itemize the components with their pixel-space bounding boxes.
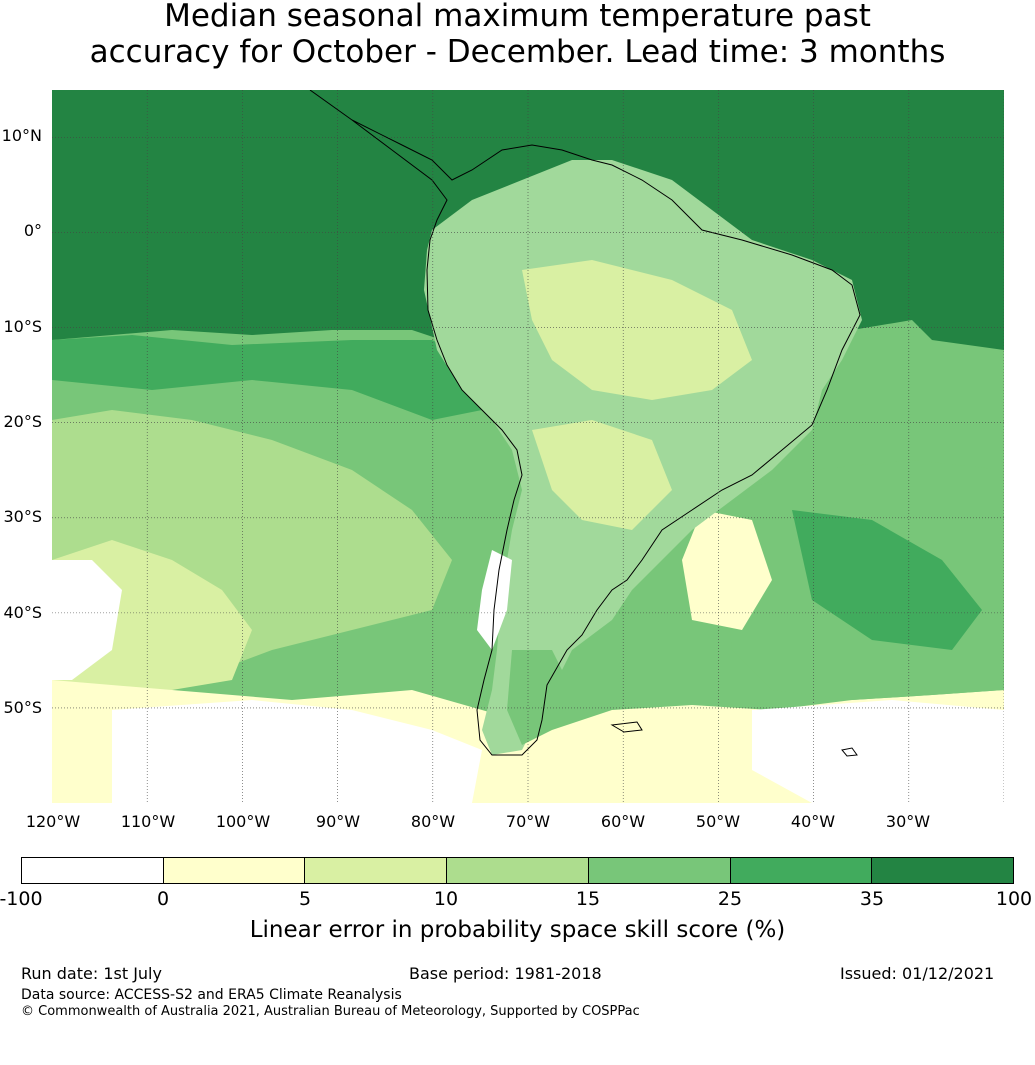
data-source: Data source: ACCESS-S2 and ERA5 Climate …: [21, 987, 402, 1003]
title-line-1: Median seasonal maximum temperature past: [164, 0, 871, 34]
lat-label-30s: 30°S: [3, 507, 42, 526]
lon-label-60w: 60°W: [600, 812, 646, 831]
gridlines: [52, 90, 1004, 803]
lon-label-120w: 120°W: [25, 812, 81, 831]
lon-label-30w: 30°W: [885, 812, 931, 831]
colorbar-segment-4: [447, 858, 589, 883]
colorbar-label: Linear error in probability space skill …: [249, 917, 786, 943]
region-pacific-band: [52, 335, 482, 420]
lon-label-50w: 50°W: [695, 812, 741, 831]
lon-label-80w: 80°W: [410, 812, 456, 831]
colorbar-segment-6: [730, 858, 873, 883]
region-patagonia: [507, 650, 572, 745]
base-period: Base period: 1981-2018: [409, 964, 602, 983]
region-white-patch-west: [52, 560, 122, 680]
copyright: © Commonwealth of Australia 2021, Austra…: [21, 1004, 640, 1019]
colorbar-segment-2: [163, 858, 306, 883]
colorbar-segment-3: [305, 858, 448, 883]
lon-label-70w: 70°W: [505, 812, 551, 831]
region-atlantic-high: [792, 510, 982, 650]
lat-label-10n: 10°N: [1, 126, 42, 145]
lon-label-100w: 100°W: [215, 812, 271, 831]
colorbar-segment-5: [588, 858, 731, 883]
coastline: [309, 90, 861, 756]
colorbar-tick: 15: [575, 888, 601, 910]
region-southern-white-east: [752, 700, 1004, 803]
colorbar-segment-7: [872, 858, 1014, 883]
lat-label-50s: 50°S: [3, 698, 42, 717]
falkland-islands: [610, 721, 643, 733]
colorbar-tick: -100: [0, 888, 43, 910]
colorbar-tick: 35: [859, 888, 885, 910]
lat-label-10s: 10°S: [3, 317, 42, 336]
colorbar-tick: 5: [298, 888, 312, 910]
lon-label-110w: 110°W: [120, 812, 176, 831]
region-southern-white-west: [112, 700, 482, 803]
region-interior-light: [532, 420, 672, 530]
map-panel: [52, 90, 1004, 803]
run-date: Run date: 1st July: [21, 964, 162, 983]
skill-score-map: [52, 90, 1004, 803]
south-georgia: [841, 747, 858, 757]
lon-label-90w: 90°W: [315, 812, 361, 831]
colorbar-tick: 10: [433, 888, 459, 910]
colorbar-tick: 100: [995, 888, 1033, 910]
region-amazon-light: [522, 260, 752, 400]
lat-label-0: 0°: [23, 221, 42, 240]
colorbar-segment-1: [22, 858, 164, 883]
colorbar-tick: 25: [717, 888, 743, 910]
lat-label-20s: 20°S: [3, 412, 42, 431]
title-line-2: accuracy for October - December. Lead ti…: [89, 34, 946, 70]
region-atlantic-pale: [682, 510, 772, 630]
lon-label-40w: 40°W: [790, 812, 836, 831]
colorbar: [21, 857, 1014, 884]
lat-label-40s: 40°S: [3, 603, 42, 622]
region-chile-white: [477, 550, 512, 650]
colorbar-tick: 0: [156, 888, 170, 910]
issued-date: Issued: 01/12/2021: [840, 964, 995, 983]
